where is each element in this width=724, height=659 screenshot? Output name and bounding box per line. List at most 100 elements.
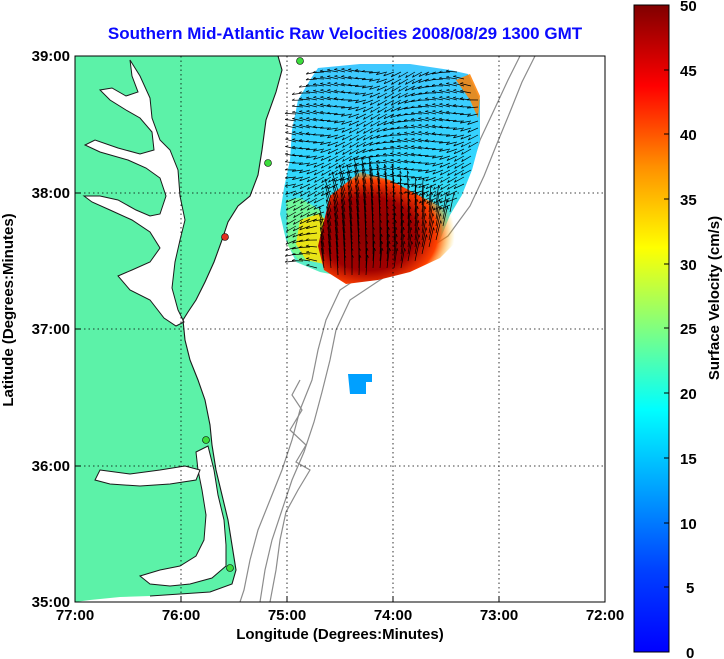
current-vector-head xyxy=(299,227,302,231)
current-vector xyxy=(299,176,311,182)
current-vector xyxy=(332,192,339,213)
current-vector-head xyxy=(391,95,394,99)
current-vector-head xyxy=(334,68,338,70)
current-vector xyxy=(398,78,409,85)
station-marker-north xyxy=(296,57,304,65)
current-vector xyxy=(300,211,311,218)
current-vector-head xyxy=(396,248,399,252)
current-vector xyxy=(335,148,346,155)
current-vector xyxy=(320,141,332,145)
current-vector xyxy=(421,227,427,248)
current-vector xyxy=(312,71,325,73)
current-vector-head xyxy=(461,158,464,162)
current-vector xyxy=(453,141,465,147)
current-vector-head xyxy=(376,80,379,83)
current-vector-head xyxy=(424,162,428,166)
current-vector xyxy=(362,155,374,159)
current-vector-head xyxy=(298,146,302,149)
current-vector-head xyxy=(380,226,383,230)
current-vector-head xyxy=(347,178,350,182)
current-vector-head xyxy=(400,177,403,181)
current-vector-head xyxy=(394,219,397,223)
current-vector-head xyxy=(439,213,442,217)
current-vector xyxy=(439,148,451,152)
current-vector xyxy=(439,204,451,210)
current-vector xyxy=(460,83,472,87)
current-vector xyxy=(377,178,381,199)
current-vector-head xyxy=(391,102,394,106)
current-vector xyxy=(326,206,332,227)
current-vector-head xyxy=(340,199,344,202)
current-vector xyxy=(293,211,304,218)
current-vector xyxy=(376,85,388,91)
current-vector-head xyxy=(383,122,386,126)
current-vector-head xyxy=(440,172,443,176)
current-vector xyxy=(454,169,465,176)
current-vector-head xyxy=(431,83,435,86)
colorbar: 50 45 40 35 30 25 20 15 10 5 0 Surface V… xyxy=(633,0,723,659)
current-vector-head xyxy=(348,115,351,118)
current-vector-head xyxy=(363,116,366,120)
current-vector xyxy=(425,85,437,88)
current-vector xyxy=(318,206,325,227)
current-vector xyxy=(411,92,423,97)
current-vector-head xyxy=(438,141,442,144)
current-vector-head xyxy=(432,213,434,217)
current-vector xyxy=(313,162,325,168)
current-vector xyxy=(425,169,437,174)
current-vector xyxy=(356,127,367,134)
current-vector-head xyxy=(372,219,375,223)
current-vector xyxy=(459,113,472,116)
current-vector-head xyxy=(312,83,317,85)
current-vector-head xyxy=(333,199,336,202)
current-vector-head xyxy=(340,106,344,109)
current-vector-head xyxy=(432,96,436,99)
current-vector xyxy=(435,199,440,220)
current-vector xyxy=(307,183,318,190)
colorbar-tick-marks xyxy=(664,4,669,653)
current-vector xyxy=(376,164,381,185)
map-panel[interactable] xyxy=(75,56,605,602)
current-vector-head xyxy=(319,75,324,78)
current-vector xyxy=(418,71,430,77)
current-vector xyxy=(334,75,346,80)
current-vector xyxy=(349,134,360,141)
current-vector xyxy=(292,139,304,143)
current-vector-head xyxy=(312,149,316,152)
current-vector-head xyxy=(404,88,408,92)
current-vector xyxy=(306,110,318,115)
current-vector-head xyxy=(319,227,323,230)
current-vector-head xyxy=(321,165,324,169)
current-vector-head xyxy=(355,108,358,112)
current-vector xyxy=(340,185,346,206)
current-vector xyxy=(319,220,325,241)
current-vector xyxy=(363,127,374,134)
current-vector-head xyxy=(291,104,295,107)
current-vector xyxy=(362,141,374,147)
current-vector xyxy=(300,190,311,197)
y-tick-label: 35:00 xyxy=(32,594,70,611)
current-vector-head xyxy=(299,170,302,174)
current-vector xyxy=(383,113,395,120)
current-vector-head xyxy=(398,81,401,85)
current-vector-head xyxy=(319,220,322,223)
current-vector xyxy=(349,127,360,134)
current-vector-head xyxy=(459,120,463,124)
current-vector-head xyxy=(378,198,381,202)
current-vector xyxy=(461,162,472,169)
current-vector xyxy=(446,96,458,101)
current-vector-head xyxy=(351,254,354,258)
current-vector-head xyxy=(452,127,456,131)
current-vector-head xyxy=(312,125,316,128)
current-vector-head xyxy=(389,127,393,130)
current-vector xyxy=(336,254,339,276)
current-vector-head xyxy=(334,89,338,92)
current-vector-head xyxy=(349,212,352,216)
current-vector xyxy=(393,227,397,248)
current-vector xyxy=(356,206,360,227)
current-vector xyxy=(299,218,311,225)
current-vector-head xyxy=(369,177,373,181)
current-vector xyxy=(341,68,353,73)
current-vector-head xyxy=(340,90,344,93)
current-vector-head xyxy=(432,163,435,167)
